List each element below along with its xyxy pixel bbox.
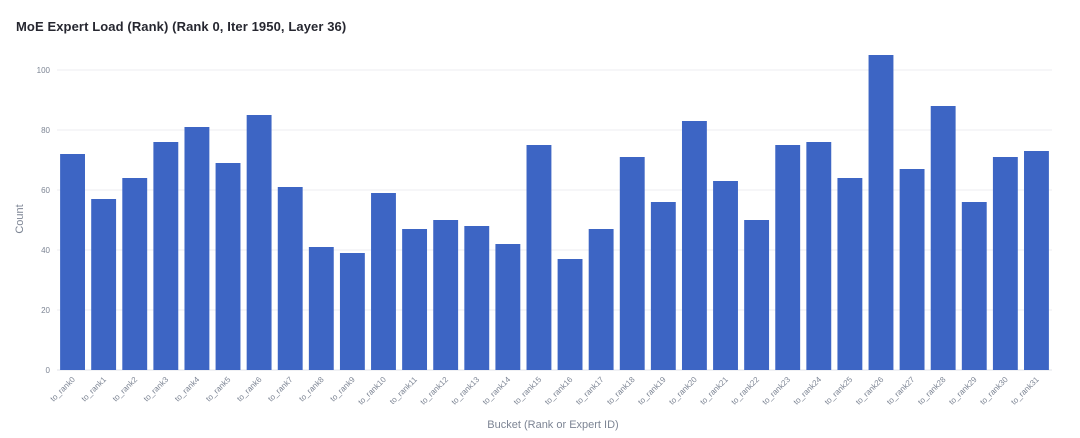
y-axis-title: Count (14, 204, 26, 233)
x-tick-label: to_rank20 (667, 375, 699, 407)
x-tick-label: to_rank23 (761, 375, 793, 407)
bar-to_rank15[interactable] (526, 145, 552, 370)
bar-to_rank17[interactable] (588, 229, 614, 370)
bar-to_rank23[interactable] (775, 145, 801, 370)
bar-to_rank30[interactable] (992, 157, 1018, 370)
bar-to_rank8[interactable] (308, 247, 334, 370)
bar-to_rank10[interactable] (371, 193, 396, 370)
bar-to_rank13[interactable] (464, 226, 490, 370)
x-tick-label: to_rank14 (481, 375, 513, 407)
y-tick-label: 0 (46, 366, 51, 375)
bar-to_rank29[interactable] (961, 202, 987, 370)
x-tick-label: to_rank19 (636, 375, 668, 407)
bar-to_rank21[interactable] (713, 181, 738, 370)
x-tick-label: to_rank3 (142, 375, 171, 404)
bar-to_rank20[interactable] (681, 121, 707, 370)
bar-to_rank18[interactable] (619, 157, 645, 370)
y-axis-ticks: 0 20 40 60 80 100 (37, 66, 51, 375)
x-axis-title: Bucket (Rank or Expert ID) (487, 419, 618, 431)
x-tick-label: to_rank4 (173, 375, 202, 404)
y-tick-label: 100 (37, 66, 51, 75)
bar-to_rank22[interactable] (744, 220, 770, 370)
bar-to_rank16[interactable] (557, 259, 583, 370)
bar-to_rank9[interactable] (339, 253, 365, 370)
x-tick-label: to_rank5 (204, 375, 233, 404)
x-tick-label: to_rank22 (729, 375, 761, 407)
bar-to_rank25[interactable] (837, 178, 863, 370)
x-tick-label: to_rank24 (792, 375, 824, 407)
x-tick-label: to_rank21 (698, 375, 730, 407)
x-tick-label: to_rank0 (49, 375, 78, 404)
chart-title: MoE Expert Load (Rank) (Rank 0, Iter 195… (16, 19, 347, 34)
x-tick-label: to_rank25 (823, 375, 855, 407)
bar-to_rank1[interactable] (91, 199, 117, 370)
x-tick-label: to_rank29 (947, 375, 979, 407)
x-tick-label: to_rank30 (978, 375, 1010, 407)
bar-to_rank7[interactable] (277, 187, 303, 370)
y-tick-label: 40 (41, 246, 50, 255)
x-tick-label: to_rank2 (111, 375, 140, 404)
x-tick-label: to_rank1 (80, 375, 109, 404)
bar-to_rank31[interactable] (1024, 151, 1049, 370)
x-tick-label: to_rank7 (266, 375, 295, 404)
bar-to_rank5[interactable] (215, 163, 241, 370)
x-tick-label: to_rank11 (388, 375, 419, 406)
bar-to_rank19[interactable] (650, 202, 676, 370)
x-tick-label: to_rank27 (885, 375, 917, 407)
bar-to_rank24[interactable] (806, 142, 832, 370)
y-tick-label: 20 (41, 306, 50, 315)
bar-to_rank12[interactable] (433, 220, 459, 370)
x-tick-label: to_rank16 (543, 375, 575, 407)
y-tick-label: 60 (41, 186, 50, 195)
x-tick-label: to_rank9 (328, 375, 357, 404)
x-tick-label: to_rank28 (916, 375, 948, 407)
bar-to_rank14[interactable] (495, 244, 521, 370)
bar-to_rank4[interactable] (184, 127, 210, 370)
bar-to_rank2[interactable] (122, 178, 148, 370)
x-tick-label: to_rank18 (605, 375, 637, 407)
bar-to_rank0[interactable] (60, 154, 85, 370)
x-tick-label: to_rank13 (450, 375, 482, 407)
bar-to_rank26[interactable] (868, 55, 894, 370)
x-axis-ticks: to_rank0 to_rank1 to_rank2 to_rank3 to_rank4… (49, 375, 1042, 407)
bar-to_rank11[interactable] (402, 229, 428, 370)
x-tick-label: to_rank26 (854, 375, 886, 407)
x-tick-label: to_rank15 (512, 375, 544, 407)
x-tick-label: to_rank12 (419, 375, 451, 407)
x-tick-label: to_rank10 (356, 375, 388, 407)
x-tick-label: to_rank6 (235, 375, 264, 404)
bar-to_rank3[interactable] (153, 142, 179, 370)
bars (60, 55, 1049, 370)
x-tick-label: to_rank31 (1009, 375, 1041, 407)
x-tick-label: to_rank8 (297, 375, 326, 404)
bar-to_rank6[interactable] (246, 115, 272, 370)
x-tick-label: to_rank17 (574, 375, 606, 407)
bar-to_rank27[interactable] (899, 169, 925, 370)
y-tick-label: 80 (41, 126, 50, 135)
bar-to_rank28[interactable] (930, 106, 956, 370)
